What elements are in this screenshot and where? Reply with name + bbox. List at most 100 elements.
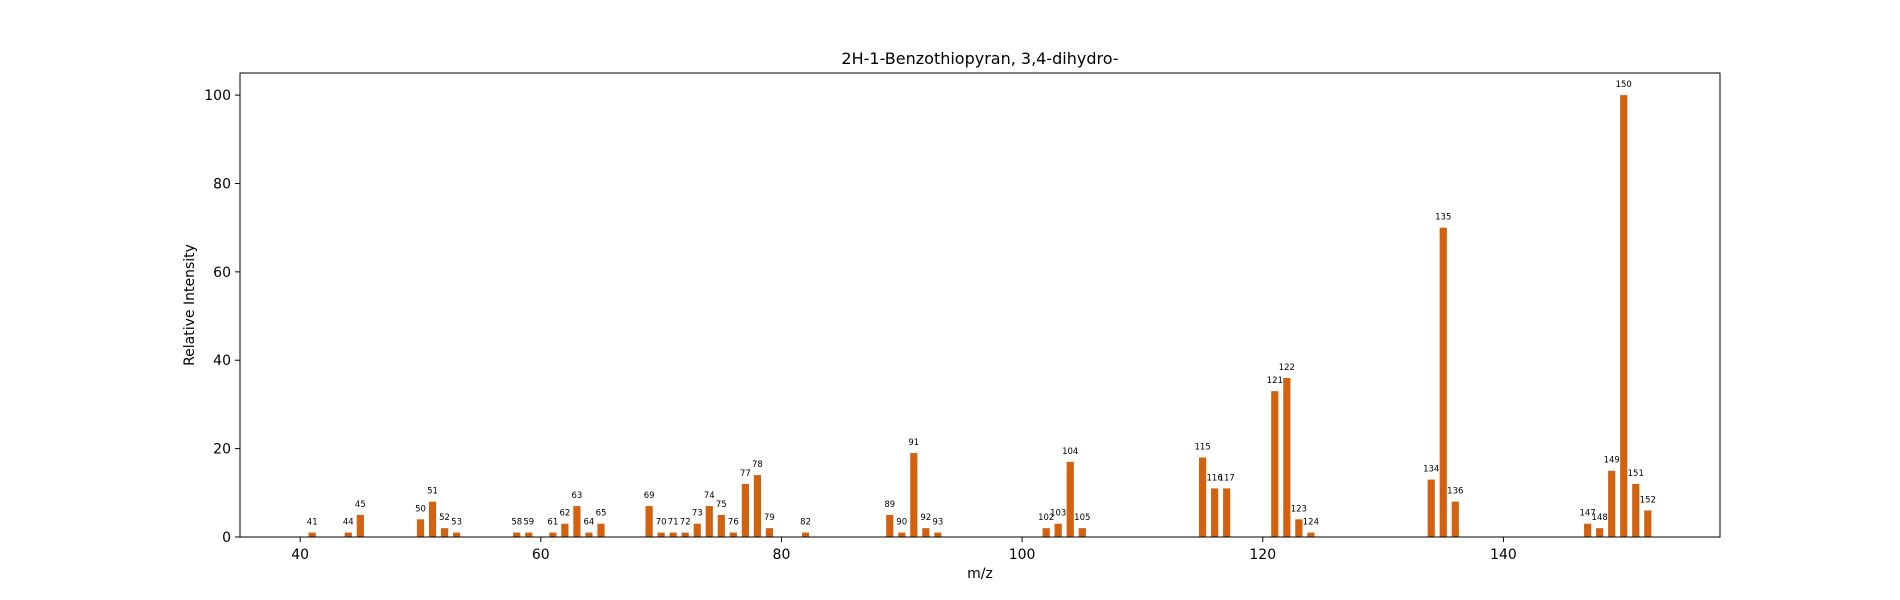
bar-label-mz-58: 58 [511, 518, 522, 528]
bar-mz-116 [1211, 488, 1219, 537]
bar-label-mz-72: 72 [680, 518, 691, 528]
bar-mz-61 [549, 532, 557, 537]
y-tick-label-60: 60 [213, 265, 231, 281]
bar-mz-136 [1451, 501, 1459, 537]
bar-label-mz-92: 92 [920, 513, 931, 523]
y-axis-label: Relative Intensity [182, 244, 198, 366]
y-tick-label-0: 0 [222, 530, 231, 546]
bar-mz-78 [753, 475, 761, 537]
bar-mz-45 [356, 514, 364, 537]
x-tick-label-80: 80 [773, 547, 791, 563]
bar-mz-53 [452, 532, 461, 537]
bar-label-mz-115: 115 [1194, 442, 1210, 452]
bar-mz-74 [705, 506, 713, 537]
bar-label-mz-78: 78 [752, 460, 763, 470]
bar-mz-104 [1066, 461, 1074, 537]
bar-label-mz-61: 61 [547, 518, 558, 528]
bar-label-mz-105: 105 [1074, 513, 1090, 523]
bar-label-mz-53: 53 [451, 518, 462, 528]
bar-label-mz-45: 45 [355, 500, 366, 510]
bar-mz-50 [416, 519, 425, 537]
chart-title: 2H-1-Benzothiopyran, 3,4-dihydro- [841, 49, 1118, 68]
bar-label-mz-124: 124 [1303, 518, 1319, 528]
bar-label-mz-63: 63 [571, 491, 582, 501]
x-axis-label: m/z [967, 566, 993, 582]
bar-label-mz-69: 69 [644, 491, 655, 501]
bar-label-mz-116: 116 [1207, 473, 1223, 483]
bar-mz-151 [1632, 483, 1640, 537]
x-tick-label-140: 140 [1490, 547, 1517, 563]
x-tick-label-60: 60 [532, 547, 550, 563]
bar-label-mz-77: 77 [740, 469, 751, 479]
bar-label-mz-148: 148 [1592, 513, 1608, 523]
bar-mz-149 [1608, 470, 1616, 537]
bar-label-mz-64: 64 [584, 518, 595, 528]
bar-label-mz-41: 41 [307, 518, 318, 528]
bar-mz-150 [1620, 95, 1628, 537]
bar-mz-115 [1199, 457, 1207, 537]
x-tick-label-100: 100 [1009, 547, 1036, 563]
bar-mz-89 [886, 514, 894, 537]
bar-mz-93 [934, 532, 942, 537]
bar-mz-135 [1439, 227, 1447, 538]
bar-label-mz-134: 134 [1423, 465, 1439, 475]
bar-mz-71 [669, 532, 677, 537]
bar-label-mz-93: 93 [932, 518, 943, 528]
bar-mz-65 [597, 523, 605, 537]
bar-mz-123 [1295, 519, 1303, 537]
bar-label-mz-59: 59 [523, 518, 534, 528]
bars-layer [308, 95, 1652, 538]
bar-mz-91 [910, 453, 918, 537]
bar-label-mz-121: 121 [1267, 376, 1283, 386]
bar-mz-148 [1596, 528, 1604, 537]
bar-mz-44 [344, 532, 352, 537]
bar-label-mz-44: 44 [343, 518, 354, 528]
bar-label-mz-75: 75 [716, 500, 727, 510]
y-tick-label-80: 80 [213, 176, 231, 192]
bar-mz-59 [525, 532, 533, 537]
bar-label-mz-51: 51 [427, 487, 438, 497]
bar-mz-103 [1054, 523, 1062, 537]
bar-mz-41 [308, 532, 316, 537]
bar-label-mz-151: 151 [1628, 469, 1644, 479]
bar-mz-76 [729, 532, 737, 537]
bar-label-mz-136: 136 [1447, 487, 1463, 497]
bar-label-mz-135: 135 [1435, 213, 1451, 223]
bar-label-mz-102: 102 [1038, 513, 1054, 523]
bar-label-mz-89: 89 [884, 500, 895, 510]
bar-label-mz-117: 117 [1219, 473, 1235, 483]
bar-mz-134 [1427, 479, 1435, 537]
bar-mz-51 [428, 501, 437, 537]
bar-label-mz-79: 79 [764, 513, 775, 523]
bar-mz-92 [922, 528, 930, 537]
bar-label-mz-71: 71 [668, 518, 679, 528]
bar-mz-79 [765, 528, 774, 537]
bar-mz-105 [1078, 528, 1086, 537]
bar-label-mz-62: 62 [559, 509, 570, 519]
bar-label-mz-152: 152 [1640, 495, 1656, 505]
bar-mz-77 [741, 483, 749, 537]
bar-label-mz-50: 50 [415, 504, 426, 514]
bar-mz-62 [561, 523, 569, 537]
bar-label-mz-65: 65 [596, 509, 607, 519]
bar-label-mz-147: 147 [1580, 509, 1596, 519]
bar-mz-69 [645, 506, 653, 537]
y-tick-label-100: 100 [204, 88, 231, 104]
plot-frame [239, 72, 1721, 538]
bar-label-mz-70: 70 [656, 518, 667, 528]
bar-mz-90 [898, 532, 906, 537]
bar-mz-75 [717, 514, 725, 537]
bar-label-mz-150: 150 [1616, 80, 1632, 90]
bar-mz-121 [1271, 391, 1279, 537]
y-tick-label-20: 20 [213, 442, 231, 458]
y-tick-label-40: 40 [213, 353, 231, 369]
bar-mz-72 [681, 532, 689, 537]
bar-label-mz-82: 82 [800, 518, 811, 528]
bar-mz-70 [657, 532, 665, 537]
bar-mz-73 [693, 523, 701, 537]
bar-mz-122 [1283, 377, 1291, 537]
bar-label-mz-90: 90 [896, 518, 907, 528]
bar-label-mz-149: 149 [1604, 456, 1620, 466]
